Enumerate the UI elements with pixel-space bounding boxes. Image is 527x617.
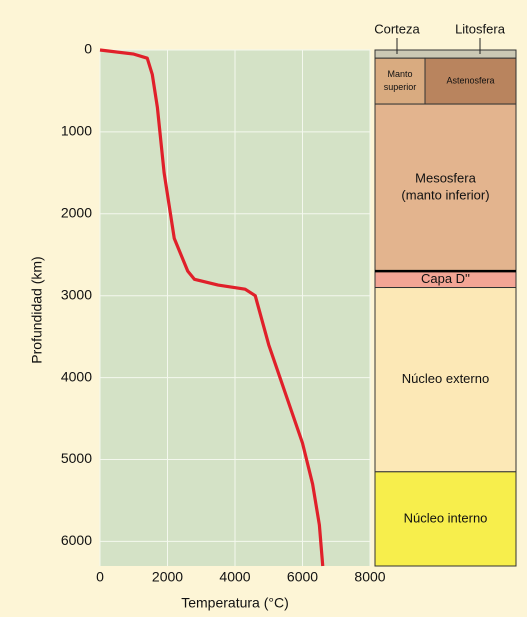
y-tick-label: 4000: [61, 368, 92, 384]
y-tick-label: 0: [84, 41, 92, 57]
x-tick-label: 0: [96, 569, 104, 585]
layer-label: (manto inferior): [401, 188, 489, 203]
layer-label: Capa D'': [421, 271, 470, 286]
x-tick-label: 4000: [219, 569, 250, 585]
y-axis-label: Profundidad (km): [29, 256, 45, 363]
layer-label: Mesosfera: [415, 171, 476, 186]
layer: [424, 57, 517, 105]
x-tick-label: 6000: [287, 569, 318, 585]
line: [99, 48, 325, 567]
x-tick-label: 2000: [152, 569, 183, 585]
layer: [374, 103, 517, 272]
x-tick-label: 8000: [354, 569, 385, 585]
layer-label: Núcleo externo: [402, 371, 489, 386]
layer-label: Astenosfera: [446, 75, 494, 85]
y-tick-label: 3000: [61, 286, 92, 302]
layer: [374, 57, 426, 105]
layer-label: Corteza: [374, 21, 420, 36]
layer-label: Litosfera: [455, 21, 506, 36]
y-tick-label: 6000: [61, 532, 92, 548]
layer: [374, 287, 517, 473]
layer-label: Manto: [387, 69, 412, 79]
layer: [374, 49, 517, 59]
x-axis-label: Temperatura (°C): [181, 595, 289, 611]
y-tick-label: 1000: [61, 123, 92, 139]
layer-label: Núcleo interno: [404, 510, 488, 525]
y-tick-label: 5000: [61, 450, 92, 466]
layer-label: superior: [384, 82, 417, 92]
layer: [374, 471, 517, 567]
y-tick-label: 2000: [61, 205, 92, 221]
